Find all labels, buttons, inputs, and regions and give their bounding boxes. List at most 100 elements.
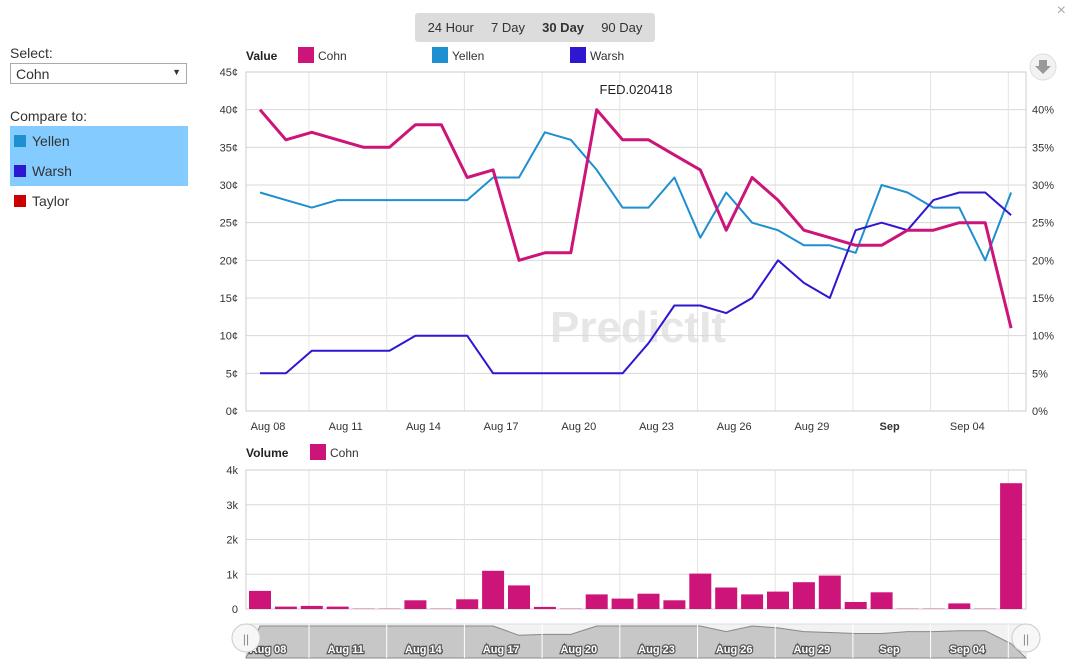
navigator-label: Aug 20	[560, 644, 597, 656]
series-line-warsh	[260, 191, 1012, 375]
volume-bar	[715, 587, 738, 609]
y-tick-left: 15¢	[220, 293, 238, 305]
y-tick-left: 25¢	[220, 218, 238, 230]
volume-bar	[792, 582, 815, 609]
download-button[interactable]	[1029, 53, 1057, 81]
volume-bar	[870, 592, 893, 609]
y-tick-right: 35%	[1032, 142, 1054, 154]
volume-bar	[508, 585, 530, 609]
compare-item-taylor[interactable]: Taylor	[10, 186, 188, 216]
x-tick-label: Aug 20	[561, 421, 596, 433]
y-tick-right: 20%	[1032, 255, 1054, 267]
compare-item-label: Yellen	[32, 133, 70, 149]
contract-select[interactable]: Cohn ▼	[10, 63, 187, 84]
navigator-track	[245, 623, 1027, 659]
vol-y-tick: 4k	[226, 465, 238, 477]
color-swatch-icon	[14, 165, 26, 177]
download-icon	[1035, 60, 1051, 74]
chart-annotation: FED.020418	[600, 82, 673, 97]
volume-bar	[611, 598, 634, 609]
y-tick-right: 10%	[1032, 331, 1054, 343]
color-swatch-icon	[14, 135, 26, 147]
legend-swatch-warsh	[570, 47, 586, 63]
navigator-label: Aug 11	[328, 644, 364, 656]
navigator-label: Aug 23	[638, 644, 675, 656]
volume-bar	[741, 594, 764, 609]
volume-bar	[767, 591, 789, 609]
x-tick-label: Aug 11	[329, 421, 363, 433]
tab-90-day[interactable]: 90 Day	[601, 20, 643, 35]
y-tick-left: 20¢	[220, 255, 238, 267]
select-label: Select:	[10, 45, 53, 61]
series-line-cohn	[258, 108, 1013, 329]
navigator-label: Aug 29	[794, 644, 831, 656]
vol-legend-label-cohn: Cohn	[330, 446, 359, 460]
tab-24-hour[interactable]: 24 Hour	[427, 20, 474, 35]
vol-y-tick: 1k	[226, 569, 238, 581]
handle-grip-icon: ||	[1023, 632, 1029, 646]
volume-bar	[404, 600, 427, 609]
legend-label-warsh: Warsh	[590, 49, 624, 63]
y-tick-left: 35¢	[220, 142, 238, 154]
navigator-handle-left[interactable]: ||	[231, 623, 261, 653]
volume-bar	[456, 599, 479, 609]
compare-label: Compare to:	[10, 108, 88, 124]
volume-bar	[482, 570, 505, 609]
x-tick-label: Aug 23	[639, 421, 674, 433]
navigator-handle-right[interactable]: ||	[1011, 623, 1041, 653]
dropdown-arrow-icon: ▼	[172, 67, 181, 77]
x-tick-label: Aug 17	[484, 421, 519, 433]
volume-bar	[948, 603, 971, 609]
compare-list: Yellen Warsh Taylor	[10, 126, 188, 216]
compare-item-label: Warsh	[32, 163, 72, 179]
y-tick-right: 30%	[1032, 180, 1054, 192]
y-tick-left: 45¢	[220, 67, 238, 79]
volume-bar	[637, 593, 660, 609]
tab-7-day[interactable]: 7 Day	[490, 20, 525, 35]
x-tick-label: Sep	[880, 421, 900, 433]
vol-y-tick: 3k	[226, 500, 238, 512]
volume-bar	[663, 600, 686, 609]
tab-30-day[interactable]: 30 Day	[542, 20, 585, 35]
x-tick-label: Aug 29	[794, 421, 829, 433]
legend-title: Value	[246, 49, 278, 63]
y-tick-right: 40%	[1032, 105, 1054, 117]
contract-select-value: Cohn	[16, 66, 50, 82]
volume-bar	[689, 573, 712, 609]
compare-item-yellen[interactable]: Yellen	[10, 126, 188, 156]
navigator-label: Sep 04	[950, 644, 986, 656]
y-tick-left: 10¢	[220, 331, 238, 343]
close-icon[interactable]: ×	[1056, 2, 1066, 19]
x-tick-label: Aug 14	[406, 421, 441, 433]
navigator-label: Aug 26	[716, 644, 753, 656]
handle-circle	[231, 623, 261, 653]
navigator-label: Aug 17	[483, 644, 520, 656]
navigator-area	[245, 625, 1028, 659]
volume-bar	[818, 575, 841, 609]
plot-border	[245, 71, 1027, 412]
x-tick-label: Aug 26	[717, 421, 752, 433]
volume-bar	[249, 590, 271, 609]
volume-bar	[300, 605, 323, 609]
compare-item-label: Taylor	[32, 193, 70, 209]
navigator-label: Aug 14	[405, 644, 443, 656]
predictit-watermark: PredictIt	[550, 303, 726, 352]
compare-item-warsh[interactable]: Warsh	[10, 156, 188, 186]
vol-plot-border	[245, 469, 1027, 610]
x-tick-label: Aug 08	[251, 421, 286, 433]
handle-circle	[1011, 623, 1041, 653]
y-tick-left: 30¢	[220, 180, 238, 192]
vol-y-tick: 2k	[226, 535, 238, 547]
series-line-yellen	[259, 131, 1013, 262]
volume-bar	[585, 594, 608, 609]
x-tick-label: Sep 04	[950, 421, 985, 433]
y-tick-left: 5¢	[226, 368, 238, 380]
watermark-text: PredictIt	[550, 303, 726, 352]
range-tabs: 24 Hour 7 Day 30 Day 90 Day	[415, 13, 655, 42]
volume-bar	[533, 606, 556, 609]
y-tick-right: 5%	[1032, 368, 1048, 380]
legend-label-cohn: Cohn	[318, 49, 347, 63]
legend-swatch-yellen	[432, 47, 448, 63]
handle-grip-icon: ||	[243, 632, 249, 646]
